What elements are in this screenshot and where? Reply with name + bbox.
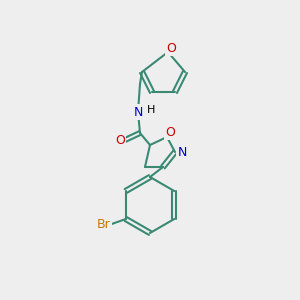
Text: Br: Br xyxy=(97,218,111,230)
Text: N: N xyxy=(177,146,187,158)
Text: H: H xyxy=(147,105,155,115)
Text: O: O xyxy=(115,134,125,146)
Text: N: N xyxy=(133,106,143,118)
Text: O: O xyxy=(166,41,176,55)
Text: O: O xyxy=(165,125,175,139)
